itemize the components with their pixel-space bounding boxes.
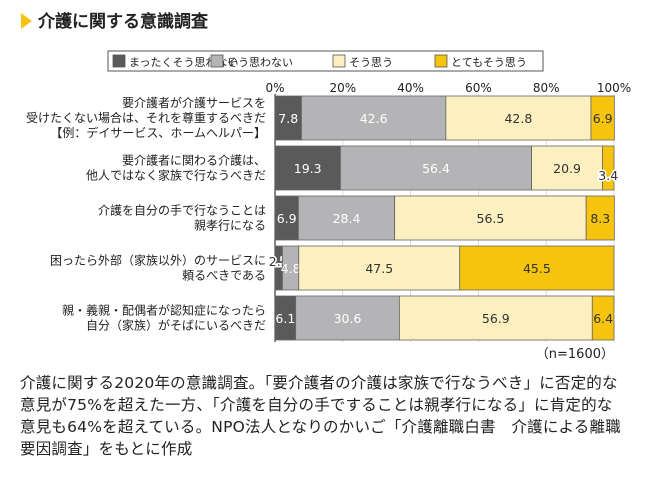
caption-line: 要因調査」をもとに作成 xyxy=(20,440,193,458)
legend-label: そう思う xyxy=(349,56,393,69)
data-label: 20.9 xyxy=(553,161,581,176)
bar-segment xyxy=(531,145,603,191)
data-label: 3.4 xyxy=(598,168,618,183)
bar-segment xyxy=(591,295,615,341)
data-label: 56.5 xyxy=(477,211,505,226)
data-label: 7.8 xyxy=(278,111,298,126)
bar-segment xyxy=(459,245,615,291)
caption-line: 意見も64%を超えている。NPO法人となりのかいご「介護離職白書 介護による離職 xyxy=(20,418,621,436)
category-label: 【例：デイサービス、ホームヘルパー】 xyxy=(50,125,266,140)
x-tick-label: 60% xyxy=(465,81,492,95)
category-label: 要介護者に関わる介護は、 xyxy=(122,153,266,168)
data-label: 45.5 xyxy=(523,261,551,276)
x-tick-label: 0% xyxy=(265,81,284,95)
legend-label: そう思わない xyxy=(227,56,293,69)
category-label: 他人ではなく家族で行なうべきだ xyxy=(86,168,266,183)
bar-segment xyxy=(585,195,615,241)
data-label: 28.4 xyxy=(333,211,361,226)
data-label: 6.1 xyxy=(275,311,295,326)
data-label: 42.8 xyxy=(504,111,532,126)
data-label: 6.9 xyxy=(277,211,297,226)
legend-swatch xyxy=(210,54,224,68)
bar-segment xyxy=(295,295,400,341)
chart-title: 介護に関する意識調査 xyxy=(37,11,209,32)
title-marker-icon xyxy=(21,13,32,29)
category-label: 親・義親・配偶者が認知症になったら xyxy=(62,303,266,318)
bar-segment xyxy=(399,295,593,341)
bar-segment xyxy=(274,95,302,141)
legend-swatch xyxy=(332,54,346,68)
x-tick-label: 20% xyxy=(329,81,356,95)
category-label: 頼るべきである xyxy=(182,269,266,283)
caption-line: 介護に関する2020年の意識調査。「要介護者の介護は家族で行なうべき」に否定的な xyxy=(20,374,618,392)
sample-size-note: （n=1600） xyxy=(536,347,614,362)
bar-segment xyxy=(590,95,615,141)
caption: 介護に関する2020年の意識調査。「要介護者の介護は家族で行なうべき」に否定的な… xyxy=(20,372,640,460)
caption-line: 意見が75%を超えた一方、「介護を自分の手ですることは親孝行になる」に肯定的な xyxy=(20,396,613,414)
category-label: 介護を自分の手で行なうことは xyxy=(98,203,266,218)
bar-segment xyxy=(298,245,461,291)
category-label: 親孝行になる xyxy=(194,219,266,233)
data-label: 8.3 xyxy=(590,211,610,226)
data-label: 19.3 xyxy=(294,161,322,176)
category-label: 困ったら外部（家族以外）のサービスに xyxy=(50,253,266,268)
bar-segment xyxy=(394,195,587,241)
data-label: 6.4 xyxy=(593,311,613,326)
bar-segment xyxy=(297,195,396,241)
x-tick-label: 80% xyxy=(533,81,560,95)
data-label: 30.6 xyxy=(334,311,362,326)
bar-segment xyxy=(602,145,615,191)
data-label: 56.9 xyxy=(482,311,510,326)
data-label: 56.4 xyxy=(422,161,450,176)
data-label: 6.9 xyxy=(593,111,613,126)
legend-swatch xyxy=(112,54,126,68)
bar-segment xyxy=(301,95,447,141)
category-label: 要介護者が介護サービスを xyxy=(122,95,266,110)
x-tick-label: 100% xyxy=(597,81,631,95)
bar-segment xyxy=(445,95,592,141)
bar-segment xyxy=(340,145,533,191)
legend-label: とてもそう思う xyxy=(451,56,527,69)
data-label: 47.5 xyxy=(365,261,393,276)
legend-swatch xyxy=(434,54,448,68)
bar-segment xyxy=(274,145,341,191)
data-label: 4.8 xyxy=(281,261,301,276)
data-label: 42.6 xyxy=(360,111,388,126)
category-label: 受けたくない場合は、それを尊重するべきだ xyxy=(26,110,266,125)
x-tick-label: 40% xyxy=(397,81,424,95)
category-label: 自分（家族）がそばにいるべきだ xyxy=(86,318,266,333)
